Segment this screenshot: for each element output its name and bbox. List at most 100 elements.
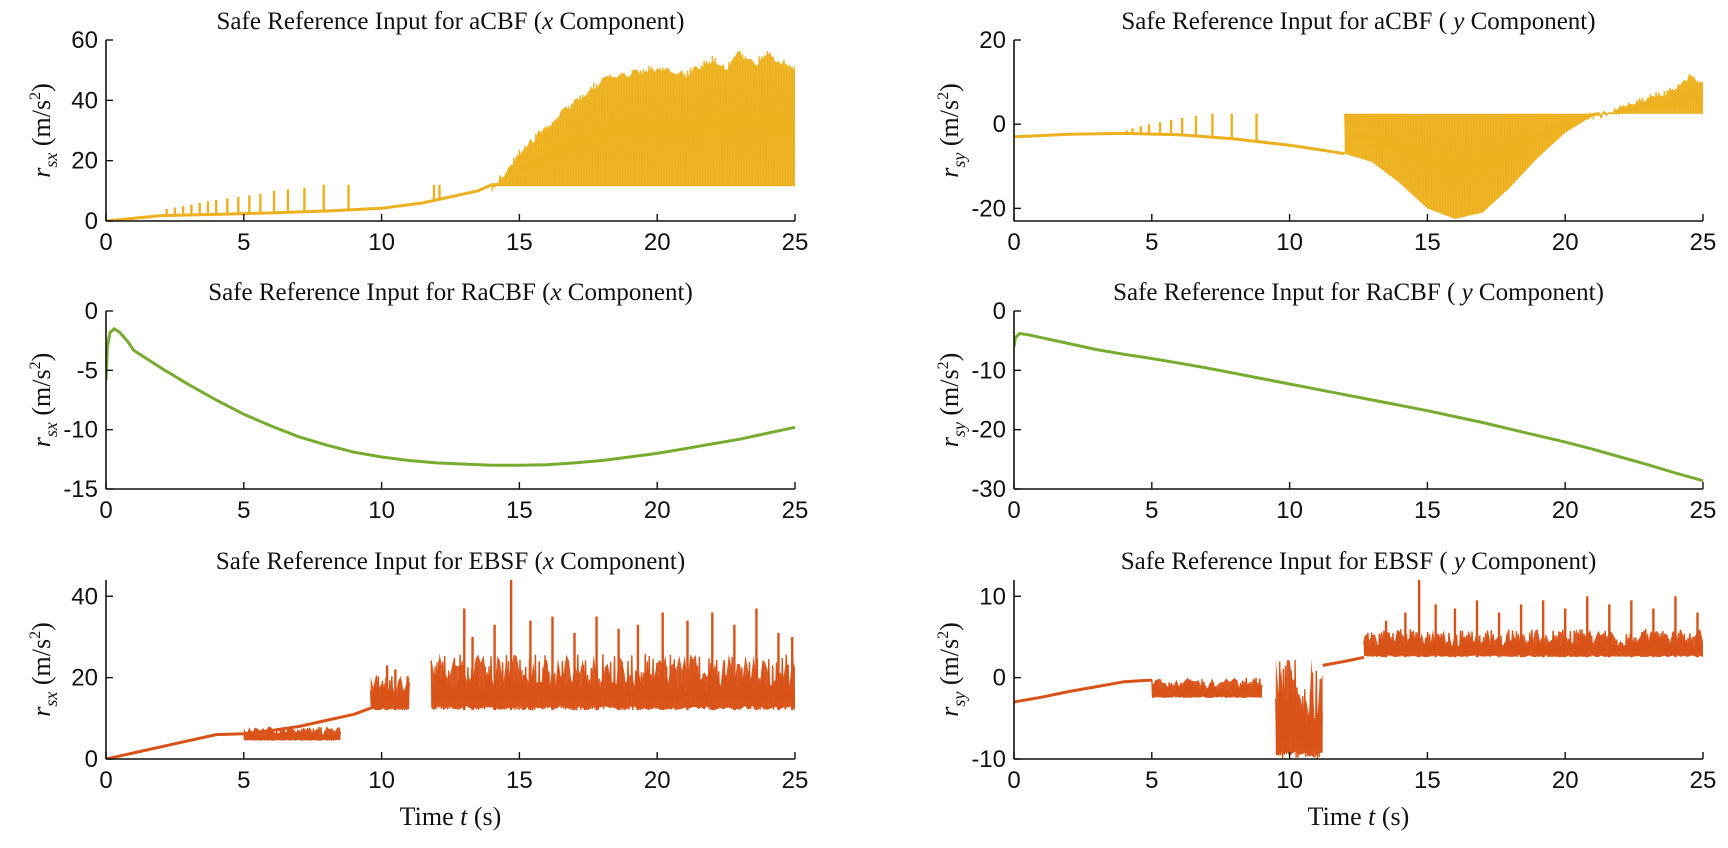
ylabel-symbol: r [935,706,964,717]
oscillation-band-1-fill [1275,658,1323,758]
ylabel-symbol: r [27,706,56,717]
ylabel-symbol: r [935,167,964,178]
chart-title: Safe Reference Input for aCBF ( y Compon… [1121,8,1595,35]
x-tick-label: 20 [644,767,671,794]
x-tick-label: 20 [1552,497,1579,524]
x-tick-label: 10 [368,497,395,524]
y-tick-label: -10 [971,357,1006,384]
oscillation-band-fill [491,50,795,193]
title-prefix: Safe Reference Input for EBSF ( [216,548,543,575]
series-line-0 [1014,678,1152,704]
x-tick-label: 5 [237,767,250,794]
x-tick-label: 10 [1276,229,1303,256]
x-tick-label: 15 [1414,229,1441,256]
title-variable: x [541,8,553,35]
y-tick-label: -10 [63,417,98,444]
x-tick-label: 0 [99,229,112,256]
x-tick-label: 5 [237,497,250,524]
ylabel-close: ) [27,622,56,631]
x-tick-label: 20 [644,229,671,256]
series-line-0 [106,706,372,759]
y-tick-label: 0 [993,111,1006,138]
ylabel-unit: (m/s [935,369,964,422]
ylabel-close: ) [935,83,964,92]
y-tick-label: 0 [993,298,1006,325]
ylabel-subscript: sy [949,153,969,168]
y-tick-label: 0 [85,746,98,773]
ylabel-superscript: 2 [27,631,44,639]
title-suffix: Component) [553,8,684,35]
title-variable: x [549,279,561,306]
xlabel-unit: (s) [1375,802,1409,831]
ylabel-symbol: r [935,436,964,447]
title-suffix: Component) [1464,8,1595,35]
title-suffix: Component) [1473,279,1604,306]
plot-area [1014,74,1703,219]
series-line-0 [106,327,795,467]
x-tick-label: 15 [506,229,533,256]
chart-title: Safe Reference Input for EBSF (x Compone… [216,548,685,575]
x-tick-label: 25 [1690,497,1717,524]
xlabel-word: Time [1308,802,1368,831]
ylabel-close: ) [27,83,56,92]
y-tick-label: 10 [979,583,1006,610]
title-suffix: Component) [1465,548,1596,575]
ylabel-subscript: sx [41,422,61,437]
xlabel-variable: t [1368,802,1376,831]
title-prefix: Safe Reference Input for aCBF ( [217,8,543,35]
x-tick-label: 5 [1145,229,1158,256]
x-tick-label: 20 [1552,767,1579,794]
x-tick-label: 0 [1007,767,1020,794]
x-tick-label: 15 [1414,497,1441,524]
title-variable: x [542,548,554,575]
x-tick-label: 25 [1690,767,1717,794]
series-line-0 [1014,131,1345,156]
xlabel-unit: (s) [467,802,501,831]
ylabel-unit: (m/s [935,100,964,153]
y-tick-label: -30 [971,476,1006,503]
y-tick-label: 40 [71,583,98,610]
x-axis-label: Time t (s) [400,802,502,831]
y-tick-label: -10 [971,746,1006,773]
title-prefix: Safe Reference Input for RaCBF ( [1113,279,1455,306]
oscillation-band-fill [1344,113,1599,219]
x-tick-label: 0 [99,497,112,524]
x-tick-label: 10 [368,767,395,794]
ylabel-close: ) [935,353,964,362]
oscillation-band-2-fill [431,653,795,711]
xlabel-variable: t [460,802,468,831]
y-tick-label: -20 [971,417,1006,444]
x-tick-label: 5 [1145,497,1158,524]
ylabel-close: ) [935,622,964,631]
ylabel-unit: (m/s [27,100,56,153]
ylabel-unit: (m/s [935,639,964,692]
title-suffix: Component) [554,548,685,575]
y-tick-label: 60 [71,27,98,54]
y-tick-label: -20 [971,195,1006,222]
ylabel-unit: (m/s [27,369,56,422]
ylabel-unit: (m/s [27,639,56,692]
ylabel-superscript: 2 [935,92,952,100]
title-prefix: Safe Reference Input for RaCBF ( [208,279,550,306]
title-suffix: Component) [562,279,693,306]
y-axis-label: rsy (m/s2) [935,83,969,178]
panel-racbf-y: 0 5 10 15 20 25 -30 -20 -10 0 Safe Reference Input… [935,279,1716,524]
y-tick-label: 0 [993,665,1006,692]
y-axis-label: rsy (m/s2) [935,622,969,717]
ylabel-superscript: 2 [935,631,952,639]
y-tick-label: 40 [71,87,98,114]
plot-area [106,580,795,759]
title-variable: y [1448,548,1466,575]
x-tick-label: 15 [1414,767,1441,794]
ylabel-close: ) [27,353,56,362]
panel-ebsf-x: 0 5 10 15 20 25 0 20 40 Safe Reference Input for … [27,548,808,831]
x-tick-label: 15 [506,767,533,794]
x-tick-label: 10 [368,229,395,256]
x-tick-label: 10 [1276,497,1303,524]
xlabel-word: Time [400,802,460,831]
oscillation-tail-fill [1592,75,1703,117]
y-tick-label: 20 [979,27,1006,54]
ylabel-symbol: r [27,167,56,178]
